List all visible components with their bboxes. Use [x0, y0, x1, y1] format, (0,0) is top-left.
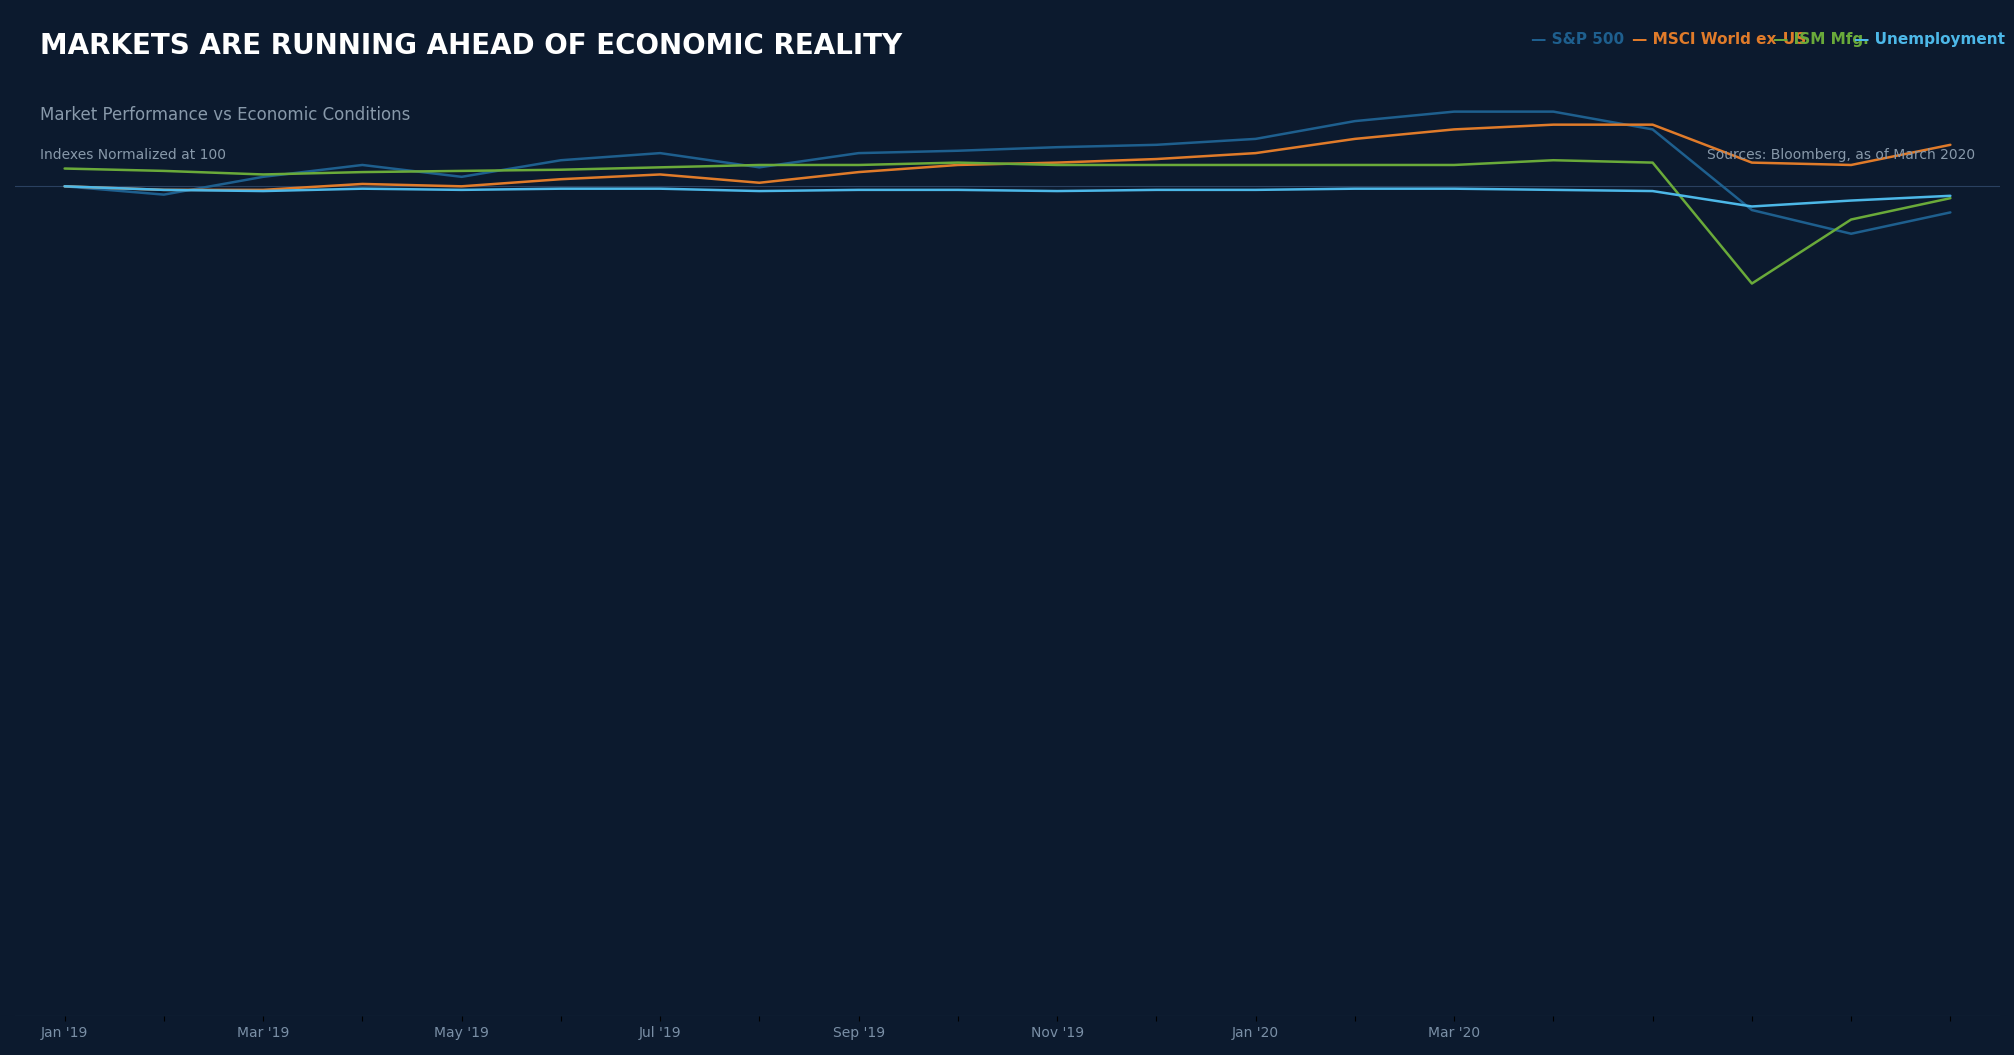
Text: — MSCI World ex-US: — MSCI World ex-US: [1631, 32, 1805, 46]
Text: — S&P 500: — S&P 500: [1531, 32, 1623, 46]
Text: — ISM Mfg.: — ISM Mfg.: [1772, 32, 1869, 46]
Text: — Unemployment: — Unemployment: [1853, 32, 2004, 46]
Text: Market Performance vs Economic Conditions: Market Performance vs Economic Condition…: [40, 106, 411, 123]
Text: MARKETS ARE RUNNING AHEAD OF ECONOMIC REALITY: MARKETS ARE RUNNING AHEAD OF ECONOMIC RE…: [40, 32, 902, 60]
Text: Indexes Normalized at 100: Indexes Normalized at 100: [40, 148, 226, 161]
Text: Sources: Bloomberg, as of March 2020: Sources: Bloomberg, as of March 2020: [1706, 148, 1974, 161]
